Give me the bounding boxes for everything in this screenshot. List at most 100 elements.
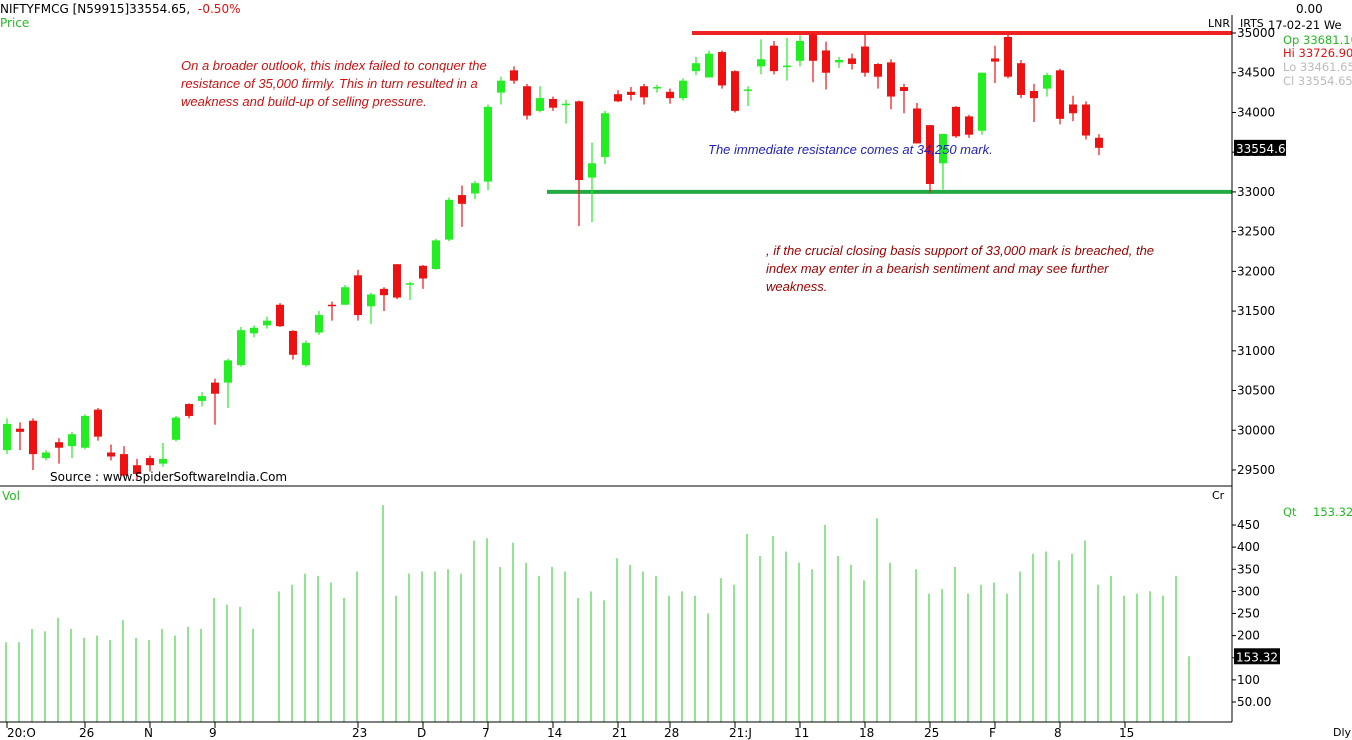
candle	[42, 450, 50, 461]
volume-tick-label: 400	[1237, 540, 1260, 554]
source-credit: Source : www.SpiderSoftwareIndia.Com	[50, 470, 288, 484]
candle-body	[653, 87, 661, 89]
qty-value: 153.32	[1313, 505, 1352, 519]
vol-label: Vol	[2, 489, 20, 503]
candle	[1082, 101, 1090, 140]
x-tick-label: 23	[352, 726, 367, 740]
candle-body	[328, 304, 336, 307]
candle-body	[679, 80, 687, 99]
change-percent: -0.50%	[198, 2, 241, 16]
symbol-title: NIFTYFMCG [N59915]33554.65, -0.50%	[0, 2, 240, 16]
x-tick-label: 11	[794, 726, 809, 740]
axes: 3500034500340003350033000325003200031500…	[0, 15, 1286, 723]
dly-label[interactable]: Dly	[1333, 726, 1352, 739]
candle-body	[81, 415, 89, 448]
candle	[1017, 60, 1025, 99]
candle-body	[523, 86, 531, 116]
price-tick-label: 31000	[1237, 344, 1275, 358]
candle-body	[432, 240, 440, 269]
candle	[497, 76, 505, 105]
candle	[679, 78, 687, 101]
candle-body	[1017, 63, 1025, 95]
candle-body	[16, 428, 24, 432]
candle-body	[367, 294, 375, 307]
x-tick-label: F	[989, 726, 996, 740]
level-lines	[547, 31, 1232, 194]
ohlc-low: Lo 33461.65	[1283, 60, 1352, 74]
candle	[523, 83, 531, 120]
candle-body	[601, 113, 609, 157]
candle	[276, 303, 284, 327]
cr-label[interactable]: Cr	[1212, 489, 1225, 502]
candle-body	[939, 133, 947, 164]
candle	[510, 66, 518, 84]
candle	[146, 455, 154, 472]
candle	[796, 35, 804, 67]
candle-body	[822, 50, 830, 73]
candle	[224, 358, 232, 409]
candle-body	[471, 183, 479, 194]
candle-body	[393, 264, 401, 298]
volume-tick-label: 250	[1237, 607, 1260, 621]
annotation-immediate-resistance: The immediate resistance comes at 34,250…	[708, 142, 993, 157]
candle	[744, 86, 752, 107]
candle	[783, 37, 791, 81]
candle	[627, 87, 635, 101]
candle-body	[692, 63, 700, 72]
annotation-resistance-outlook: On a broader outlook, this index failed …	[181, 58, 487, 109]
volume-tick-label: 350	[1237, 562, 1260, 576]
candle	[861, 33, 869, 77]
candle-body	[94, 409, 102, 437]
price-tick-label: 32000	[1237, 264, 1275, 278]
candle-body	[770, 45, 778, 72]
irts-label[interactable]: IRTS	[1240, 17, 1264, 30]
candle-body	[146, 458, 154, 466]
ohlc-open: Op 33681.10	[1283, 33, 1352, 47]
candle-body	[497, 80, 505, 93]
candle-body	[666, 91, 674, 99]
price-tick-label: 30000	[1237, 423, 1275, 437]
x-tick-label: 20:O	[7, 726, 36, 740]
candle-body	[354, 275, 362, 316]
candle-body	[614, 94, 622, 102]
candle	[718, 50, 726, 89]
candle	[913, 102, 921, 144]
x-tick-label: N	[144, 726, 153, 740]
candle-body	[874, 63, 882, 77]
candle-body	[783, 65, 791, 68]
volume-tick-label: 450	[1237, 518, 1260, 532]
candle	[185, 403, 193, 419]
candle-body	[796, 40, 804, 61]
candle-body	[952, 106, 960, 137]
volume-tick-label: 50.00	[1237, 695, 1271, 709]
price-tick-label: 32500	[1237, 225, 1275, 239]
candle-body	[757, 59, 765, 67]
candle	[172, 415, 180, 442]
ohlc-date: 17-02-21 We	[1268, 18, 1342, 32]
candle-body	[744, 89, 752, 91]
candle	[211, 378, 219, 425]
candle-body	[1082, 104, 1090, 136]
candle-body	[1043, 75, 1051, 89]
candle-body	[237, 330, 245, 366]
candle-body	[120, 454, 128, 476]
candle	[302, 340, 310, 367]
candle	[588, 142, 596, 223]
candle	[458, 185, 466, 227]
candle	[874, 63, 882, 89]
candle-body	[380, 288, 388, 296]
candle-body	[250, 327, 258, 334]
x-tick-label: 18	[859, 726, 874, 740]
x-tick-label: 15	[1119, 726, 1134, 740]
candle-body	[510, 70, 518, 81]
last-price-box	[1234, 139, 1286, 156]
candle	[341, 284, 349, 305]
candle-body	[861, 46, 869, 73]
candle-body	[289, 330, 297, 355]
lnr-label[interactable]: LNR	[1208, 17, 1230, 30]
volume-bars	[5, 505, 1190, 722]
candle-body	[848, 58, 856, 64]
candle-body	[133, 465, 141, 474]
price-tick-label: 30500	[1237, 384, 1275, 398]
